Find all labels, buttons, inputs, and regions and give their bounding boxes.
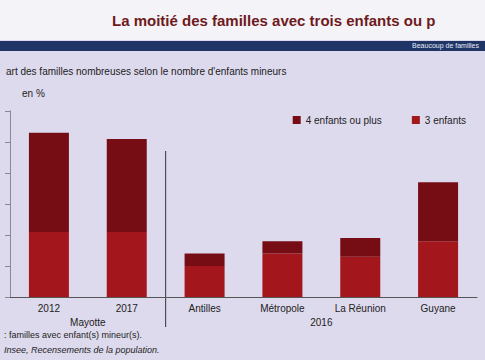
svg-text:2012: 2012 (38, 303, 61, 314)
svg-text:3 enfants: 3 enfants (425, 115, 466, 126)
svg-text:2016: 2016 (310, 317, 333, 328)
svg-text:Antilles: Antilles (188, 303, 220, 314)
svg-text:Mayotte: Mayotte (70, 317, 106, 328)
svg-text:4 enfants ou plus: 4 enfants ou plus (306, 115, 382, 126)
svg-text:2017: 2017 (116, 303, 139, 314)
svg-text:Insee, Recensements de la popu: Insee, Recensements de la population. (4, 345, 160, 355)
svg-text:La Réunion: La Réunion (335, 303, 386, 314)
svg-text:: familles avec enfant(s) mine: : familles avec enfant(s) mineur(s). (4, 330, 142, 340)
html-text:La moitié des familles avec tr: La moitié des familles avec trois enfant… (112, 12, 436, 29)
svg-text:en %: en % (22, 88, 45, 99)
html-text:Beaucoup de familles: Beaucoup de familles (412, 42, 479, 49)
svg-text:Guyane: Guyane (421, 303, 456, 314)
svg-text:Métropole: Métropole (260, 303, 305, 314)
svg-text:art des familles nombreuses se: art des familles nombreuses selon le nom… (6, 66, 286, 77)
